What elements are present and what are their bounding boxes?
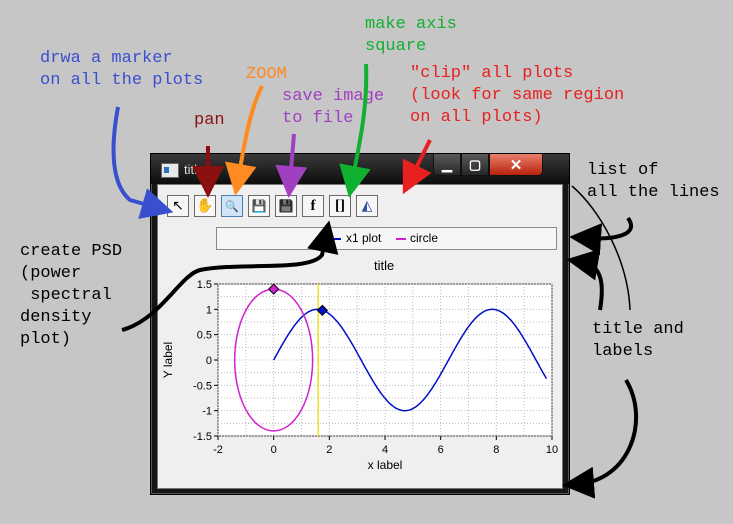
x-axis-label: x label — [368, 458, 403, 472]
plot-title: title — [374, 258, 395, 273]
legend-label-x1: x1 plot — [346, 231, 382, 245]
y-tick-label: 0.5 — [197, 330, 212, 342]
annotation-lines: list of all the lines — [587, 161, 720, 202]
arrow-psd — [121, 220, 339, 332]
f-icon: f — [310, 197, 316, 214]
magnifier-icon: 🔍 — [225, 199, 239, 213]
y-tick-label: -1 — [202, 406, 212, 418]
y-axis-label: Y label — [161, 342, 175, 378]
square-axis-button[interactable]: [] — [329, 195, 351, 217]
annotation-zoom: ZOOM — [246, 65, 287, 84]
arrow-save — [275, 133, 308, 198]
annotation-labels: title and labels — [592, 320, 684, 361]
marker-point — [267, 283, 280, 295]
x-tick-label: 6 — [438, 444, 444, 456]
save-button[interactable]: 💾 — [248, 195, 270, 217]
annotation-marker: drwa a marker on all the plots — [40, 49, 204, 90]
brackets-icon: [] — [335, 197, 345, 214]
arrow-square — [339, 63, 371, 198]
app-icon — [161, 163, 179, 178]
floppy-black-icon: 💾 — [278, 199, 294, 213]
legend-label-circle: circle — [410, 231, 439, 245]
zoom-button[interactable]: 🔍 — [221, 195, 243, 217]
annotation-clip: "clip" all plots (look for same region o… — [410, 64, 625, 127]
x-tick-label: 8 — [493, 444, 499, 456]
floppy-blue-icon: 💾 — [251, 199, 267, 213]
y-tick-label: 1 — [206, 304, 212, 316]
hand-icon: ✋ — [196, 198, 214, 214]
arrow-zoom — [224, 85, 264, 196]
legend-swatch-circle — [396, 238, 406, 240]
annotation-save: save image to file — [282, 87, 385, 128]
maximize-button[interactable]: ▢ — [461, 154, 489, 176]
arrow-clip — [402, 139, 432, 195]
annotation-pan: pan — [194, 111, 225, 130]
x-tick-label: -2 — [213, 444, 223, 456]
y-tick-label: -0.5 — [193, 380, 212, 392]
marker-point — [316, 304, 329, 317]
y-tick-label: 1.5 — [197, 279, 212, 291]
arrow-cursor-icon: ↖ — [172, 198, 184, 214]
arrow-lines — [569, 216, 633, 256]
x-tick-label: 0 — [271, 444, 277, 456]
x-tick-label: 10 — [546, 444, 558, 456]
arrow-title — [566, 248, 604, 311]
y-tick-label: 0 — [206, 355, 212, 367]
close-button[interactable]: ✕ — [489, 154, 543, 176]
annotation-square: make axis square — [365, 15, 457, 56]
annotation-psd: create PSD (power spectral density plot) — [20, 242, 123, 349]
arrow-marker — [111, 106, 174, 219]
y-tick-label: -1.5 — [193, 431, 212, 443]
x-tick-label: 2 — [326, 444, 332, 456]
3d-grid-icon: ◭ — [361, 198, 373, 214]
pan-button[interactable]: ✋ — [194, 195, 216, 217]
psd-button[interactable]: f — [302, 195, 324, 217]
legend[interactable]: x1 plot circle — [216, 227, 557, 250]
x-tick-label: 4 — [382, 444, 388, 456]
arrow-thin — [571, 185, 631, 311]
minimize-button[interactable]: ▁ — [433, 154, 461, 176]
arrow-xlabel — [562, 378, 639, 499]
